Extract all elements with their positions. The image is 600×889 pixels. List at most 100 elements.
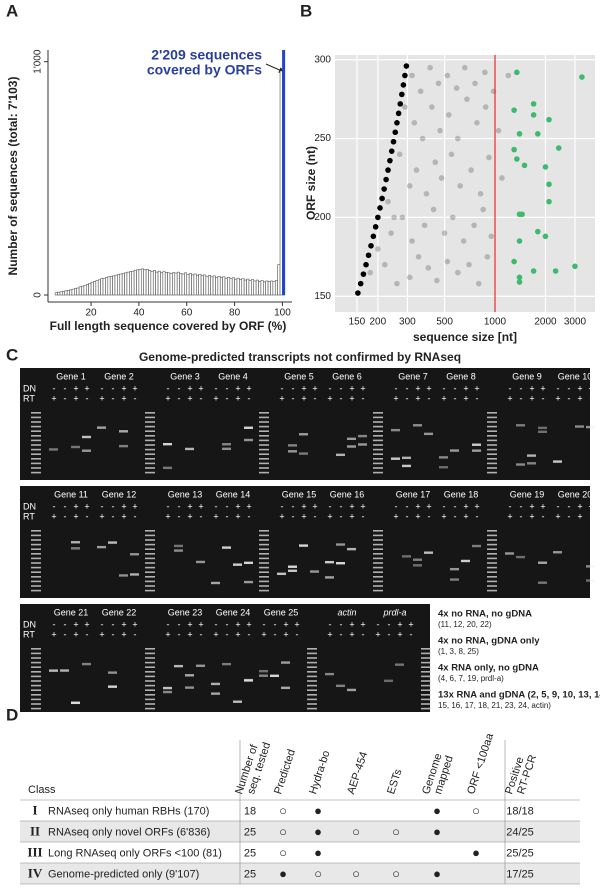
point [542, 233, 549, 240]
y-tick-label: 200 [314, 212, 331, 223]
rt-sign: + [529, 393, 534, 403]
dn-sign: + [426, 501, 431, 511]
rt-sign: + [349, 511, 354, 521]
point [444, 258, 451, 265]
y-axis-label: ORF size (nt) [304, 146, 318, 220]
bar [188, 273, 192, 296]
rt-sign: + [51, 393, 56, 403]
x-tick-label: 60 [181, 308, 193, 319]
ladder-band [373, 412, 383, 414]
dn-sign: - [101, 619, 104, 629]
gene-label: Gene 11 [54, 489, 88, 499]
note-title: 4x no RNA, no gDNA [438, 609, 532, 620]
gel-band [553, 551, 562, 554]
gel-band [211, 682, 220, 686]
point [377, 205, 383, 211]
ladder-band [487, 530, 497, 532]
ladder-band [145, 421, 155, 423]
y-tick-label: 250 [314, 133, 331, 144]
gel-band [163, 690, 172, 694]
bar [231, 277, 235, 296]
point [403, 63, 410, 69]
dn-sign: - [292, 383, 295, 393]
rt-sign: - [340, 629, 343, 639]
bar [169, 273, 173, 296]
bar [160, 272, 164, 296]
ladder-band [487, 462, 497, 465]
rt-sign: + [261, 629, 266, 639]
x-tick-label: 200 [370, 317, 387, 328]
gel-band [71, 541, 80, 544]
gene-label: Gene 16 [330, 489, 365, 499]
rt-sign: + [577, 511, 582, 521]
bar [172, 272, 176, 296]
rt-label: RT [23, 393, 35, 403]
ladder-band [487, 421, 497, 423]
rt-sign: + [327, 511, 332, 521]
ladder-band [259, 435, 269, 437]
point [381, 186, 387, 192]
point [390, 138, 397, 145]
gel-band [288, 450, 297, 453]
rt-label: RT [23, 511, 35, 521]
rt-sign: - [200, 511, 203, 521]
rt-sign: - [542, 393, 545, 403]
gel-band [450, 567, 459, 571]
point [357, 280, 364, 287]
dn-sign: - [340, 383, 343, 393]
gene-label: Gene 8 [446, 371, 476, 381]
rt-sign: - [568, 511, 571, 521]
ladder-band [421, 648, 431, 650]
panel-label: A [6, 1, 18, 20]
dn-sign: + [73, 501, 78, 511]
ladder-band [307, 675, 317, 678]
rt-label: RT [23, 629, 35, 639]
point [363, 261, 369, 268]
ladder-band [307, 666, 317, 668]
dn-sign: - [167, 501, 170, 511]
point [399, 214, 406, 221]
gel-band [336, 562, 345, 565]
ladder-band [307, 694, 317, 696]
bar [186, 274, 190, 296]
bar [155, 271, 159, 296]
point [450, 214, 456, 221]
dn-sign: + [132, 383, 137, 393]
ladder-band [259, 453, 269, 455]
rt-sign: - [590, 393, 593, 403]
rt-sign: + [375, 629, 380, 639]
point [468, 167, 474, 173]
bar [267, 281, 271, 296]
dn-sign: - [178, 383, 181, 393]
ladder-band [31, 657, 41, 659]
point [552, 268, 559, 274]
bar [124, 272, 128, 296]
point [511, 146, 517, 153]
class-name: Genome-predicted only (9'107) [48, 868, 199, 880]
gel-band [71, 701, 80, 704]
bar [196, 274, 200, 296]
ladder-band [259, 471, 269, 474]
bar [258, 281, 262, 296]
bar [274, 280, 278, 296]
dn-sign: + [294, 619, 299, 629]
point [437, 127, 443, 134]
bar [100, 278, 104, 296]
bar [150, 271, 154, 296]
rt-sign: + [187, 511, 192, 521]
rt-sign: - [362, 629, 365, 639]
bar [69, 289, 73, 296]
dn-sign: - [226, 501, 229, 511]
dn-sign: + [529, 383, 534, 393]
gel-band [516, 555, 525, 559]
point [438, 175, 445, 181]
y-tick-label: 300 [314, 54, 331, 65]
ladder-band [487, 453, 497, 455]
ladder-band [487, 471, 497, 474]
bar [114, 274, 118, 296]
x-tick-label: 2000 [534, 317, 557, 328]
bar [227, 276, 231, 296]
ladder-band [307, 661, 317, 664]
ladder-band [373, 534, 383, 537]
